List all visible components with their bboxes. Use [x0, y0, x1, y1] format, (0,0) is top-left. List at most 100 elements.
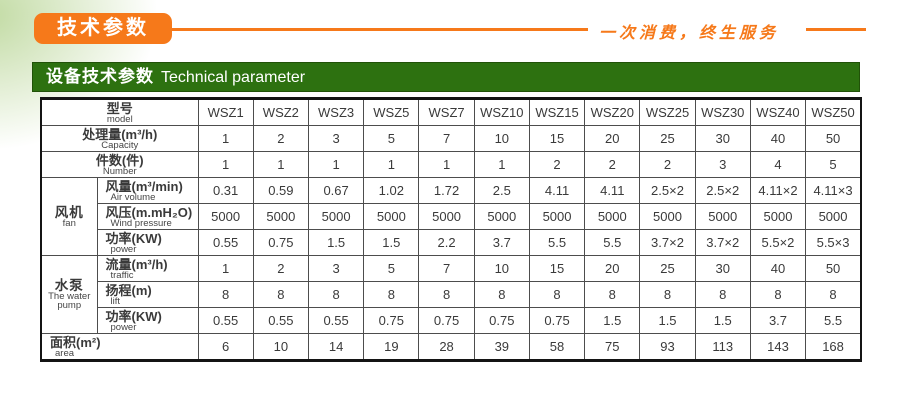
value-cell: 5 [363, 125, 420, 152]
table-row: 件数(件) Number 1 1 1 1 1 1 2 2 2 3 4 5 [40, 151, 862, 178]
value-cell: 3 [694, 151, 751, 178]
value-cell: 3.7×2 [694, 229, 751, 256]
row-label-zh: 处理量(m³/h) [82, 126, 158, 142]
value-cell: 4.11 [528, 177, 586, 204]
value-cell: 75 [584, 333, 641, 361]
table-row: 功率(KW) power 0.55 0.75 1.5 1.5 2.2 3.7 5.5 5.5 3.7… [41, 229, 862, 256]
value-cell: 5.5×2 [749, 229, 807, 256]
value-cell: 0.55 [197, 229, 254, 256]
value-cell: 8 [528, 281, 586, 308]
row-label-cell: 风量(m³/min) Air volume [96, 177, 199, 204]
value-cell: 5000 [363, 203, 420, 230]
value-cell: 113 [694, 333, 751, 361]
row-label-cell: 面积(m²) area [40, 333, 199, 361]
value-cell: 10 [252, 333, 309, 361]
value-cell: 20 [584, 255, 641, 282]
value-cell: 3.7×2 [639, 229, 696, 256]
value-cell: 1.5 [694, 307, 751, 334]
value-cell: 0.75 [363, 307, 420, 334]
model-cell: WSZ40 [749, 98, 807, 126]
value-cell: 93 [639, 333, 696, 361]
row-label-cell: 处理量(m³/h) Capacity [40, 125, 199, 152]
value-cell: 2 [528, 151, 586, 178]
row-label-zh: 风压(m.mH₂O) [105, 204, 193, 220]
value-cell: 2 [252, 125, 309, 152]
table-row: 扬程(m) lift 8 8 8 8 8 8 8 8 8 8 8 8 [41, 281, 862, 308]
model-row-label: 型号 model [40, 98, 199, 126]
value-cell: 5.5 [528, 229, 586, 256]
model-cell: WSZ1 [197, 98, 254, 126]
group-label-zh: 风机 [54, 204, 84, 220]
table-row: 水泵 The water pump 流量(m³/h) traffic 1 2 3 5 7 10 15… [40, 255, 862, 334]
value-cell: 1 [307, 151, 365, 178]
value-cell: 40 [749, 125, 807, 152]
group-cell: 风机 fan [40, 177, 98, 256]
value-cell: 19 [363, 333, 420, 361]
row-label-cell: 功率(KW) power [96, 307, 199, 334]
section-title-zh: 设备技术参数 [46, 67, 154, 86]
row-label-en: lift [110, 295, 121, 307]
row-label-zh: 面积(m²) [50, 334, 101, 350]
value-cell: 2 [639, 151, 696, 178]
value-cell: 1.5 [639, 307, 696, 334]
model-cell: WSZ7 [418, 98, 475, 126]
row-label-zh: 流量(m³/h) [105, 256, 168, 272]
value-cell: 8 [197, 281, 254, 308]
value-cell: 8 [363, 281, 420, 308]
value-cell: 5.5 [584, 229, 641, 256]
value-cell: 5000 [639, 203, 696, 230]
value-cell: 2 [252, 255, 309, 282]
table-row: 处理量(m³/h) Capacity 1 2 3 5 7 10 15 20 25 30 40 50 [40, 125, 862, 152]
group-label-zh: 水泵 [54, 278, 84, 293]
row-label-en: traffic [110, 269, 134, 281]
value-cell: 8 [418, 281, 475, 308]
value-cell: 8 [639, 281, 696, 308]
group-label-en: The water pump [48, 291, 91, 311]
value-cell: 5000 [197, 203, 254, 230]
value-cell: 58 [528, 333, 586, 361]
model-cell: WSZ30 [694, 98, 751, 126]
value-cell: 0.55 [252, 307, 309, 334]
value-cell: 25 [639, 255, 696, 282]
value-cell: 4.11 [584, 177, 641, 204]
section-header-bar: 设备技术参数 Technical parameter [32, 62, 860, 92]
model-cell: WSZ25 [639, 98, 696, 126]
table-row: 风压(m.mH₂O) Wind pressure 5000 5000 5000 5000 5… [41, 203, 862, 230]
row-label-en: Number [102, 165, 137, 177]
value-cell: 39 [473, 333, 530, 361]
model-cell: WSZ20 [584, 98, 641, 126]
slogan-text: 一次消费，终生服务 [599, 25, 780, 42]
value-cell: 1 [197, 255, 254, 282]
value-cell: 5.5×3 [805, 229, 862, 256]
value-cell: 5000 [584, 203, 641, 230]
value-cell: 8 [584, 281, 641, 308]
value-cell: 143 [749, 333, 807, 361]
value-cell: 5000 [307, 203, 365, 230]
value-cell: 3.7 [473, 229, 530, 256]
value-cell: 14 [307, 333, 365, 361]
value-cell: 6 [197, 333, 254, 361]
value-cell: 0.55 [307, 307, 365, 334]
value-cell: 1 [473, 151, 530, 178]
value-cell: 1 [197, 151, 254, 178]
model-cell: WSZ10 [473, 98, 530, 126]
value-cell: 4 [749, 151, 807, 178]
table-row: 面积(m²) area 6 10 14 19 28 39 58 75 93 113 143 168 [40, 333, 862, 361]
value-cell: 40 [749, 255, 807, 282]
row-label-cell: 功率(KW) power [96, 229, 199, 256]
value-cell: 15 [528, 125, 586, 152]
value-cell: 4.11×2 [749, 177, 807, 204]
row-label-zh: 功率(KW) [105, 308, 162, 324]
value-cell: 25 [639, 125, 696, 152]
value-cell: 50 [805, 125, 862, 152]
value-cell: 0.75 [418, 307, 475, 334]
value-cell: 50 [805, 255, 862, 282]
value-cell: 1 [418, 151, 475, 178]
value-cell: 3 [307, 125, 365, 152]
value-cell: 30 [694, 255, 751, 282]
row-label-cell: 流量(m³/h) traffic [96, 255, 199, 282]
group-label-en: fan [62, 217, 76, 229]
value-cell: 8 [749, 281, 807, 308]
value-cell: 7 [418, 125, 475, 152]
row-label-zh: 风量(m³/min) [105, 178, 183, 194]
